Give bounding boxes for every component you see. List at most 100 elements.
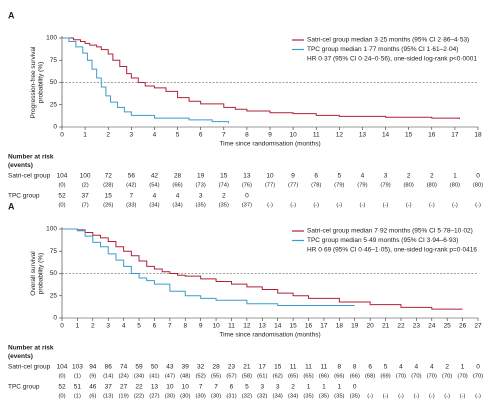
risk-events: (34) — [288, 394, 298, 400]
risk-events: (66) — [172, 183, 182, 189]
risk-count: 1 — [461, 364, 465, 371]
risk-events: (30) — [196, 394, 206, 400]
x-axis-title: Time since randomisation (months) — [219, 332, 320, 339]
risk-events: (77) — [265, 183, 275, 189]
x-tick-label: 13 — [359, 132, 367, 139]
risk-events: (80) — [450, 183, 460, 189]
risk-events: (2) — [82, 183, 89, 189]
x-tick-label: 10 — [289, 132, 297, 139]
annotation: HR 0·37 (95% CI 0·24–0·56), one-sided lo… — [307, 56, 477, 63]
risk-events: (66) — [334, 374, 344, 380]
risk-events: (34) — [149, 203, 159, 209]
risk-count: 1 — [453, 173, 457, 180]
risk-count: 17 — [259, 364, 267, 371]
risk-events: (-) — [406, 203, 412, 209]
risk-events: (57) — [226, 374, 236, 380]
risk-events: (55) — [211, 374, 221, 380]
risk-row-label: TPC group — [8, 384, 40, 391]
risk-count: 11 — [321, 364, 328, 371]
risk-events: (58) — [242, 374, 252, 380]
risk-events: (70) — [457, 374, 467, 380]
risk-events: (47) — [165, 374, 175, 380]
y-tick-label: 0 — [53, 315, 57, 322]
risk-events: (-) — [475, 203, 481, 209]
x-tick-label: 2 — [91, 323, 95, 330]
x-tick-label: 24 — [428, 323, 436, 330]
x-tick-label: 14 — [382, 132, 390, 139]
risk-events: (28) — [103, 183, 113, 189]
risk-count: 42 — [151, 173, 159, 180]
y-axis-title-line: Progression-free survival — [30, 46, 37, 118]
risk-events: (32) — [257, 394, 267, 400]
risk-count: 2 — [407, 173, 411, 180]
risk-count: 37 — [81, 193, 89, 200]
risk-events: (24) — [118, 374, 128, 380]
x-tick-label: 21 — [382, 323, 390, 330]
y-tick-label: 0 — [53, 124, 57, 131]
risk-events: (6) — [89, 394, 96, 400]
x-tick-label: 12 — [243, 323, 251, 330]
x-tick-label: 1 — [83, 132, 87, 139]
risk-events: (74) — [219, 183, 229, 189]
risk-events: (-) — [460, 394, 466, 400]
risk-count: 0 — [476, 173, 480, 180]
risk-count: 6 — [368, 364, 372, 371]
risk-events: (-) — [267, 203, 273, 209]
y-axis-title: Overall survivalprobability (%) — [30, 251, 45, 296]
panel-label: A — [8, 10, 15, 20]
risk-events: (69) — [380, 374, 390, 380]
panel-label: A — [8, 201, 15, 211]
legend-label: Satri-cel group median 3·25 months (95% … — [307, 37, 469, 44]
risk-count: 11 — [290, 364, 297, 371]
risk-events: (35) — [196, 203, 206, 209]
risk-count: 2 — [291, 384, 295, 391]
risk-count: 37 — [105, 384, 113, 391]
x-tick-label: 18 — [474, 132, 482, 139]
risk-events: (30) — [165, 394, 175, 400]
risk-events: (68) — [365, 374, 375, 380]
risk-events: (7) — [82, 203, 89, 209]
risk-table-title: Number at risk — [8, 154, 54, 161]
risk-count: 6 — [230, 384, 234, 391]
risk-count: 32 — [197, 364, 205, 371]
x-tick-label: 9 — [268, 132, 272, 139]
risk-count: 3 — [384, 173, 388, 180]
y-tick-label: 50 — [50, 270, 58, 277]
x-tick-label: 16 — [305, 323, 313, 330]
risk-count: 0 — [476, 364, 480, 371]
risk-events: (34) — [172, 203, 182, 209]
legend-label: TPC group median 5·49 months (95% CI 3·9… — [307, 237, 458, 244]
x-tick-label: 13 — [259, 323, 267, 330]
risk-count: 0 — [353, 384, 357, 391]
risk-count: 104 — [57, 173, 68, 180]
risk-count: 5 — [338, 173, 342, 180]
x-tick-label: 4 — [122, 323, 126, 330]
risk-count: 43 — [166, 364, 174, 371]
x-tick-label: 17 — [320, 323, 328, 330]
risk-count: 23 — [228, 364, 236, 371]
x-tick-label: 23 — [413, 323, 421, 330]
risk-table-subtitle: (events) — [8, 162, 33, 169]
risk-count: 13 — [151, 384, 159, 391]
risk-count: 19 — [197, 173, 205, 180]
risk-count: 28 — [174, 173, 182, 180]
risk-events: (14) — [103, 374, 113, 380]
risk-count: 7 — [130, 193, 134, 200]
risk-events: (9) — [89, 374, 96, 380]
risk-events: (30) — [211, 394, 221, 400]
x-tick-label: 18 — [336, 323, 344, 330]
risk-count: 11 — [305, 364, 312, 371]
risk-count: 3 — [260, 384, 264, 391]
risk-count: 13 — [243, 173, 251, 180]
annotation: HR 0·69 (95% CI 0·46–1·05), one-sided lo… — [307, 247, 477, 254]
y-axis-title-line: probability (%) — [37, 253, 44, 295]
risk-events: (76) — [242, 183, 252, 189]
risk-events: (48) — [180, 374, 190, 380]
risk-count: 15 — [274, 364, 282, 371]
risk-count: 1 — [322, 384, 326, 391]
x-tick-label: 10 — [212, 323, 220, 330]
risk-count: 9 — [291, 173, 295, 180]
risk-events: (42) — [126, 183, 136, 189]
risk-events: (-) — [367, 394, 373, 400]
x-tick-label: 6 — [199, 132, 203, 139]
